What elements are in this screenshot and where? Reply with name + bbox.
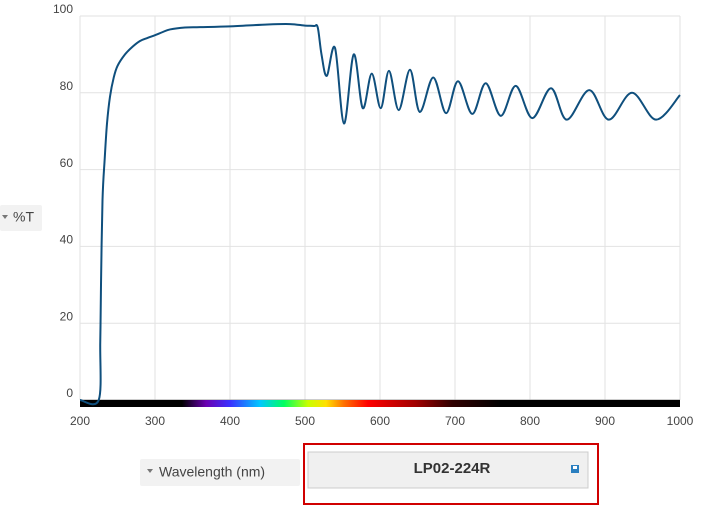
y-axis-selector[interactable]: [0, 205, 42, 231]
y-tick-label: 100: [53, 2, 73, 16]
x-tick-label: 200: [70, 414, 90, 428]
x-tick-label: 400: [220, 414, 240, 428]
spectrum-bar: [80, 400, 680, 407]
y-tick-label: 20: [60, 309, 74, 323]
grid: 0 20 40 60 80 100 200 300 400 500 600 700 800 900 1000: [53, 2, 694, 428]
x-tick-label: 600: [370, 414, 390, 428]
x-tick-label: 300: [145, 414, 165, 428]
y-tick-label: 0: [66, 386, 73, 400]
x-tick-label: 700: [445, 414, 465, 428]
series-line: [79, 22, 681, 406]
dropdown-arrow: [147, 469, 153, 473]
x-tick-label: 800: [520, 414, 540, 428]
x-tick-label: 1000: [667, 414, 694, 428]
x-axis-selector[interactable]: [140, 459, 300, 486]
plot: [79, 22, 681, 406]
dropdown-arrow: [2, 215, 8, 219]
x-tick-label: 900: [595, 414, 615, 428]
y-tick-label: 60: [60, 156, 74, 170]
x-axis-label: Wavelength (nm): [159, 464, 265, 480]
save-icon-detail: [573, 466, 577, 469]
y-tick-label: 40: [60, 233, 74, 247]
y-axis-label: %T: [13, 209, 34, 225]
legend-label: LP02-224R: [414, 460, 491, 477]
x-tick-label: 500: [295, 414, 315, 428]
y-tick-label: 80: [60, 79, 74, 93]
legend-item[interactable]: [307, 451, 589, 489]
highlight-box: [303, 443, 599, 505]
